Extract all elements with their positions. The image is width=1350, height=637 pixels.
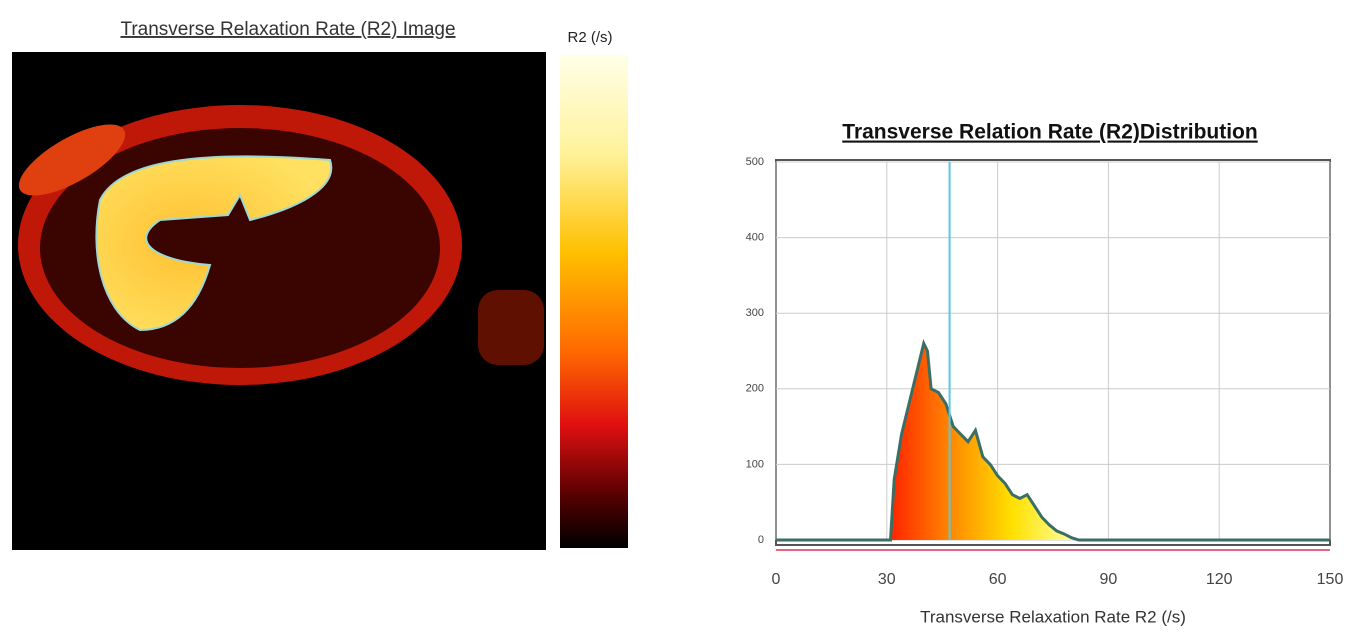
y-tick-label: 300	[746, 307, 764, 319]
y-tick-label: 0	[758, 534, 764, 546]
chart-title: Transverse Relation Rate (R2)Distributio…	[842, 121, 1257, 144]
x-axis-label: Transverse Relaxation Rate R2 (/s)	[920, 607, 1186, 626]
x-tick-label: 0	[772, 571, 781, 588]
arm-right	[478, 290, 544, 365]
y-tick-label: 400	[746, 232, 764, 244]
y-tick-label: 100	[746, 458, 764, 470]
plot-frame	[776, 160, 1330, 545]
colorbar	[560, 55, 628, 548]
y-tick-label: 500	[746, 156, 764, 168]
x-tick-label: 120	[1206, 571, 1233, 588]
colorbar-label: R2 (/s)	[568, 29, 613, 46]
image-title: Transverse Relaxation Rate (R2) Image	[120, 19, 455, 40]
x-tick-label: 30	[878, 571, 896, 588]
y-tick-label: 200	[746, 383, 764, 395]
x-tick-label: 60	[989, 571, 1007, 588]
x-tick-label: 150	[1317, 571, 1344, 588]
page: Transverse Relaxation Rate (R2) Image R2…	[0, 0, 1350, 632]
x-tick-label: 90	[1100, 571, 1118, 588]
